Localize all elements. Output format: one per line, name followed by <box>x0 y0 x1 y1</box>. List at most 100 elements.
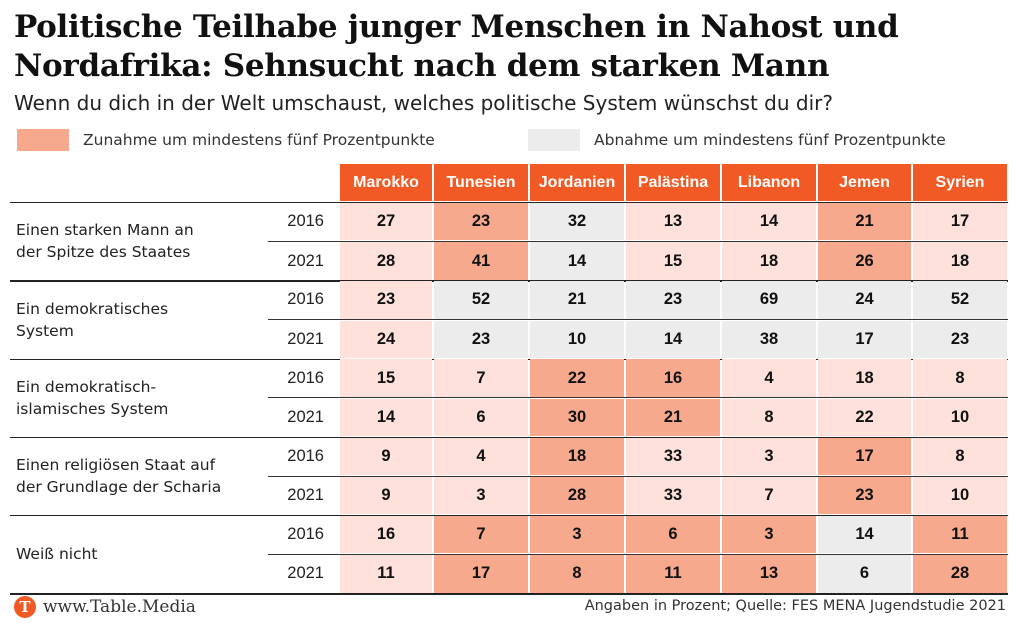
table-cell: 6 <box>626 515 720 554</box>
column-header-marokko: Marokko <box>340 164 432 201</box>
table-cell: 52 <box>434 281 528 319</box>
table-cell: 24 <box>818 281 911 319</box>
table-cell: 17 <box>818 437 911 475</box>
row-group-label: Einen religiösen Staat auf der Grundlage … <box>16 455 222 496</box>
table-cell: 16 <box>626 359 720 397</box>
table-cell: 18 <box>722 242 816 280</box>
year-divider <box>268 475 1008 477</box>
row-year-label: 2016 <box>287 290 324 309</box>
legend-increase-swatch <box>17 129 69 151</box>
table-cell: 9 <box>340 437 432 475</box>
chart-title: Politische Teilhabe junger Menschen in N… <box>14 9 899 84</box>
table-cell: 23 <box>818 477 911 515</box>
footer-url: www.Table.Media <box>43 597 196 617</box>
table-cell: 11 <box>340 555 432 593</box>
table-cell: 17 <box>434 555 528 593</box>
table-cell: 21 <box>530 281 624 319</box>
table-cell: 14 <box>530 242 624 280</box>
table-top-rule <box>10 201 1008 203</box>
table-cell: 28 <box>530 477 624 515</box>
legend-increase: Zunahme um mindestens fünf Prozentpunkte <box>17 128 435 152</box>
table-cell: 6 <box>818 555 911 593</box>
table-cell: 10 <box>530 320 624 358</box>
table-cell: 18 <box>818 359 911 397</box>
legend-decrease-swatch <box>528 129 580 151</box>
column-header-jordanien: Jordanien <box>530 164 624 201</box>
year-divider <box>268 240 1008 242</box>
table-cell: 23 <box>434 320 528 358</box>
table-cell: 11 <box>913 515 1007 554</box>
table-cell: 17 <box>913 203 1007 241</box>
table-cell: 3 <box>530 515 624 554</box>
table-cell: 8 <box>913 437 1007 475</box>
table-cell: 8 <box>530 555 624 593</box>
footer-brand: T www.Table.Media <box>14 596 196 618</box>
table-cell: 7 <box>434 515 528 554</box>
column-header-syrien: Syrien <box>913 164 1007 201</box>
legend-increase-label: Zunahme um mindestens fünf Prozentpunkte <box>83 131 435 149</box>
table-cell: 15 <box>340 359 432 397</box>
chart-subtitle: Wenn du dich in der Welt umschaust, welc… <box>14 91 833 115</box>
row-year-label: 2016 <box>287 368 324 387</box>
legend-decrease-label: Abnahme um mindestens fünf Prozentpunkte <box>594 131 946 149</box>
table-cell: 17 <box>818 320 911 358</box>
table-cell: 21 <box>626 398 720 437</box>
group-divider <box>10 280 1008 282</box>
table-cell: 23 <box>434 203 528 241</box>
column-header-jemen: Jemen <box>818 164 911 201</box>
table-cell: 13 <box>626 203 720 241</box>
table-cell: 14 <box>818 515 911 554</box>
table-cell: 7 <box>434 359 528 397</box>
row-year-label: 2021 <box>287 407 324 426</box>
row-group-label: Ein demokratisches System <box>16 299 169 340</box>
row-year-label: 2021 <box>287 329 324 348</box>
row-year-label: 2021 <box>287 564 324 583</box>
table-cell: 14 <box>722 203 816 241</box>
table-cell: 21 <box>818 203 911 241</box>
table-cell: 7 <box>722 477 816 515</box>
table-cell: 26 <box>818 242 911 280</box>
table-cell: 9 <box>340 477 432 515</box>
group-divider <box>10 436 1008 439</box>
table-cell: 28 <box>340 242 432 280</box>
table-cell: 8 <box>913 359 1007 397</box>
row-year-label: 2016 <box>287 212 324 231</box>
table-cell: 27 <box>340 203 432 241</box>
legend-decrease: Abnahme um mindestens fünf Prozentpunkte <box>528 128 946 152</box>
table-cell: 38 <box>722 320 816 358</box>
row-group-label: Weiß nicht <box>16 545 98 564</box>
footer-source: Angaben in Prozent; Quelle: FES MENA Jug… <box>584 598 1006 614</box>
group-divider <box>10 358 1008 360</box>
table-cell: 33 <box>626 477 720 515</box>
table-cell: 23 <box>626 281 720 319</box>
table-cell: 15 <box>626 242 720 280</box>
table-cell: 4 <box>722 359 816 397</box>
table-cell: 6 <box>434 398 528 437</box>
table-cell: 4 <box>434 437 528 475</box>
table-cell: 24 <box>340 320 432 358</box>
row-group-label: Ein demokratisch-islamisches System <box>16 377 169 418</box>
table-cell: 18 <box>913 242 1007 280</box>
table-cell: 18 <box>530 437 624 475</box>
table-cell: 22 <box>818 398 911 437</box>
table-cell: 14 <box>626 320 720 358</box>
year-divider <box>268 553 1008 555</box>
table-cell: 23 <box>913 320 1007 358</box>
table-cell: 3 <box>722 515 816 554</box>
group-divider <box>10 593 1008 595</box>
table-cell: 41 <box>434 242 528 280</box>
row-group-label: Einen starken Mann an der Spitze des Staa… <box>16 221 194 262</box>
year-divider <box>268 319 1008 321</box>
table-cell: 13 <box>722 555 816 593</box>
table-cell: 11 <box>626 555 720 593</box>
table-cell: 28 <box>913 555 1007 593</box>
table-cell: 8 <box>722 398 816 437</box>
table-cell: 10 <box>913 398 1007 437</box>
row-year-label: 2021 <box>287 486 324 505</box>
table-cell: 52 <box>913 281 1007 319</box>
table-cell: 33 <box>626 437 720 475</box>
table-cell: 10 <box>913 477 1007 515</box>
column-header-tunesien: Tunesien <box>434 164 528 201</box>
table-media-logo-icon: T <box>14 596 36 618</box>
